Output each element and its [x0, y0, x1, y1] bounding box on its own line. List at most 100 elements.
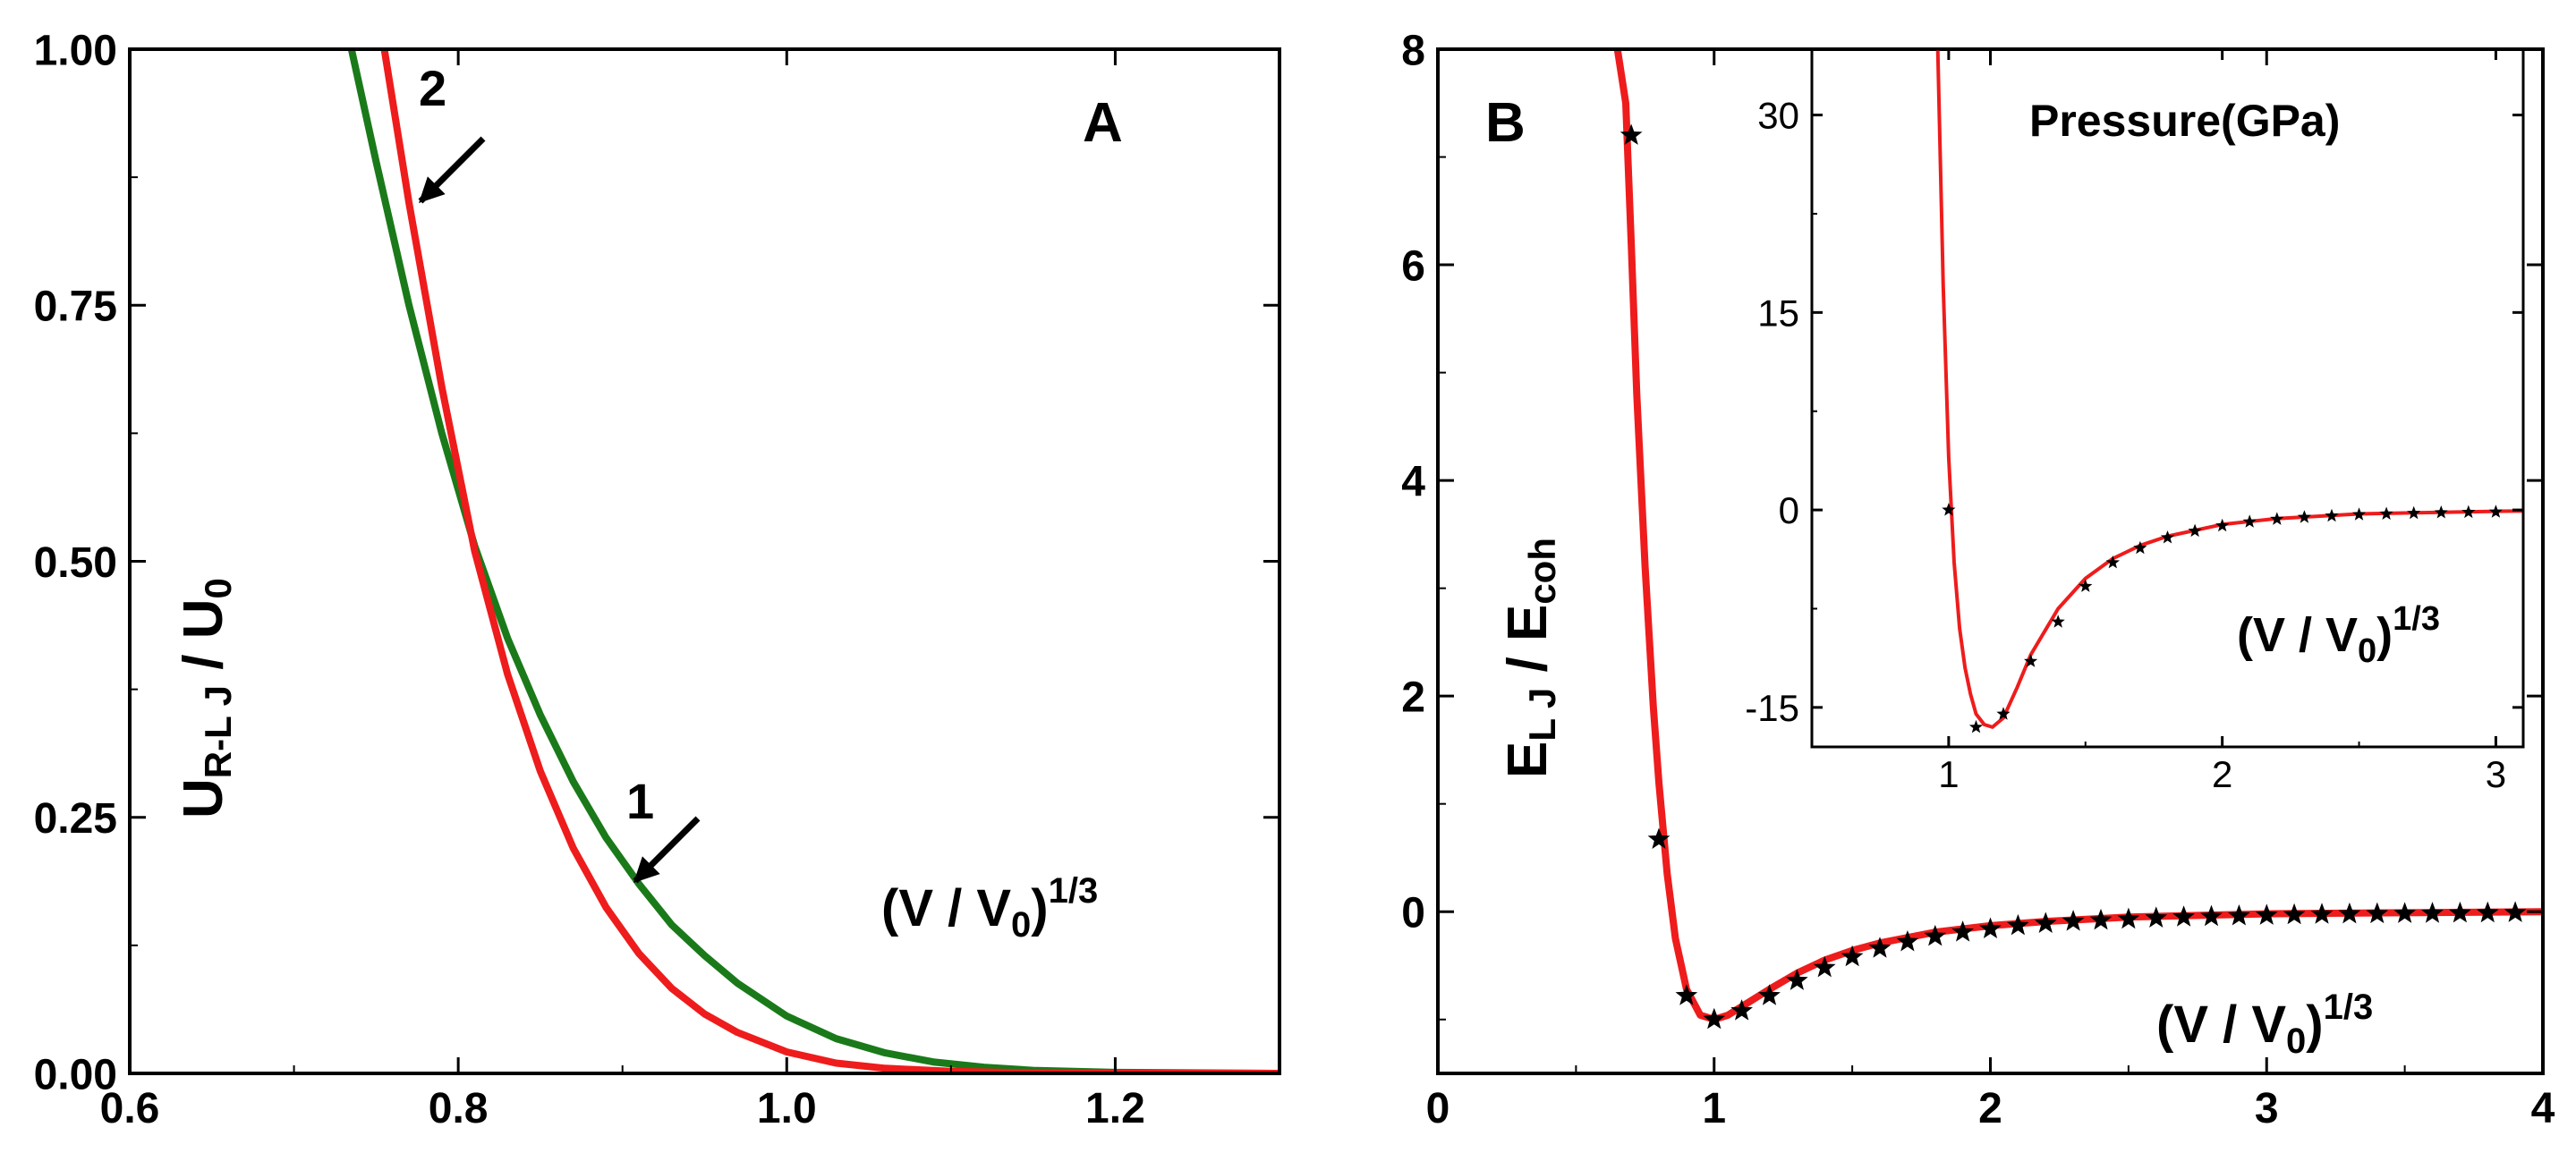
- curve-2-arrow: [418, 136, 486, 204]
- curve-1-arrow: [633, 816, 701, 884]
- panel-b-ylabel: EL J / Ecoh: [1497, 538, 1563, 778]
- x-tick-label: 1.2: [1085, 1085, 1145, 1132]
- star-point: [2449, 901, 2471, 923]
- series-line-1: [347, 49, 1279, 1073]
- y-tick-label: 30: [1757, 95, 1799, 137]
- panel-b: 0 1 2 3 4 0 2 4 6 8 B EL J / Ecoh (V / V0)1/3 1 2 3…: [1401, 27, 2555, 1132]
- star-point: [2270, 512, 2284, 525]
- curve-2-label: 2: [419, 60, 446, 116]
- star-point: [2117, 907, 2140, 929]
- y-tick-label: 2: [1401, 674, 1425, 721]
- star-point: [2476, 901, 2499, 923]
- panel-b-ticks: 0 1 2 3 4 0 2 4 6 8: [1401, 27, 2555, 1132]
- star-point: [2283, 903, 2306, 925]
- panel-a-ylabel: UR-L J / U0: [173, 578, 239, 818]
- star-point: [2133, 540, 2147, 555]
- star-point: [1996, 707, 2011, 720]
- star-point: [1924, 924, 1947, 946]
- star-point: [2255, 903, 2278, 925]
- x-tick-label: 0.8: [429, 1085, 489, 1132]
- panel-a-ticks: 0.6 0.8 1.0 1.2 0.00 0.25 0.50 0.75 1.00: [34, 27, 1280, 1132]
- star-point: [2200, 904, 2223, 927]
- star-point: [2160, 530, 2175, 544]
- star-point: [1942, 503, 1956, 516]
- x-tick-label: 3: [2486, 753, 2506, 795]
- star-point: [2228, 904, 2250, 926]
- star-point: [2079, 579, 2093, 592]
- x-tick-label: 2: [1978, 1085, 2002, 1132]
- star-point: [1813, 955, 1836, 978]
- star-point: [1620, 123, 1643, 145]
- star-point: [2310, 903, 2334, 924]
- y-tick-label: 0.75: [34, 284, 117, 331]
- panel-a-frame: [128, 47, 1281, 1075]
- x-tick-label: 0.6: [100, 1085, 160, 1132]
- star-point: [1951, 920, 1974, 942]
- pressure-inset: 1 2 3 -15 0 15 30 Pressure(GPa) (V / V0)1/3: [1745, 47, 2525, 795]
- star-point: [1647, 827, 1671, 849]
- star-point: [2172, 905, 2195, 927]
- star-point: [2188, 523, 2202, 538]
- star-point: [2407, 505, 2421, 520]
- star-point: [1979, 917, 2002, 938]
- panel-b-xlabel: (V / V0)1/3: [2156, 988, 2373, 1061]
- star-point: [1896, 930, 1919, 952]
- series-line-1: [1935, 49, 2523, 729]
- star-point: [1968, 719, 1984, 733]
- y-tick-label: 0.25: [34, 795, 117, 843]
- x-tick-label: 4: [2531, 1085, 2555, 1132]
- star-point: [1868, 937, 1892, 958]
- star-point: [2034, 911, 2057, 933]
- star-point: [2062, 910, 2085, 931]
- star-point: [2215, 518, 2230, 532]
- star-point: [1841, 945, 1864, 967]
- star-point: [2105, 555, 2120, 569]
- star-point: [2338, 902, 2361, 924]
- inset-title: Pressure(GPa): [2029, 96, 2340, 146]
- y-tick-label: 15: [1757, 292, 1799, 334]
- star-point: [2297, 510, 2311, 523]
- y-tick-label: -15: [1745, 687, 1799, 729]
- star-point: [2145, 906, 2168, 928]
- y-tick-label: 0.50: [34, 539, 117, 587]
- inset-frame: [1810, 47, 2525, 749]
- star-point: [2434, 505, 2448, 519]
- panel-a-series: [347, 49, 1279, 1073]
- x-tick-label: 1: [1702, 1085, 1726, 1132]
- star-point: [1786, 969, 1808, 990]
- panel-a: 0.6 0.8 1.0 1.2 0.00 0.25 0.50 0.75 1.00 A UR-L …: [34, 27, 1281, 1132]
- panel-a-xlabel: (V / V0)1/3: [881, 871, 1098, 945]
- y-tick-label: 1.00: [34, 27, 117, 74]
- y-tick-label: 0.00: [34, 1051, 117, 1098]
- y-tick-label: 8: [1401, 27, 1425, 74]
- y-tick-label: 0: [1401, 889, 1425, 937]
- curve-1-label: 1: [626, 773, 654, 829]
- star-point: [2461, 504, 2476, 519]
- x-tick-label: 1: [1938, 753, 1959, 795]
- star-point: [1730, 999, 1753, 1021]
- star-point: [2007, 913, 2029, 936]
- inset-ticks: 1 2 3 -15 0 15 30: [1745, 49, 2523, 795]
- star-point: [2242, 514, 2257, 528]
- star-point: [1675, 984, 1698, 1005]
- panel-b-series: [1613, 49, 2543, 1030]
- panel-a-label: A: [1083, 92, 1123, 154]
- x-tick-label: 2: [2212, 753, 2232, 795]
- star-point: [2393, 902, 2416, 923]
- star-point: [2325, 508, 2339, 522]
- star-point: [2089, 908, 2113, 930]
- x-tick-label: 0: [1426, 1085, 1450, 1132]
- star-point: [2024, 654, 2038, 667]
- star-point: [2379, 506, 2393, 520]
- panel-b-label: B: [1485, 92, 1526, 154]
- y-tick-label: 6: [1401, 242, 1425, 290]
- inset-xlabel: (V / V0)1/3: [2237, 600, 2440, 670]
- star-point: [2504, 901, 2527, 922]
- inset-series: [1935, 49, 2523, 733]
- star-point: [2421, 902, 2444, 923]
- series-line-2: [380, 49, 1279, 1073]
- star-point: [2051, 615, 2065, 628]
- series-line-1: [1613, 49, 2543, 1023]
- star-point: [1758, 984, 1781, 1005]
